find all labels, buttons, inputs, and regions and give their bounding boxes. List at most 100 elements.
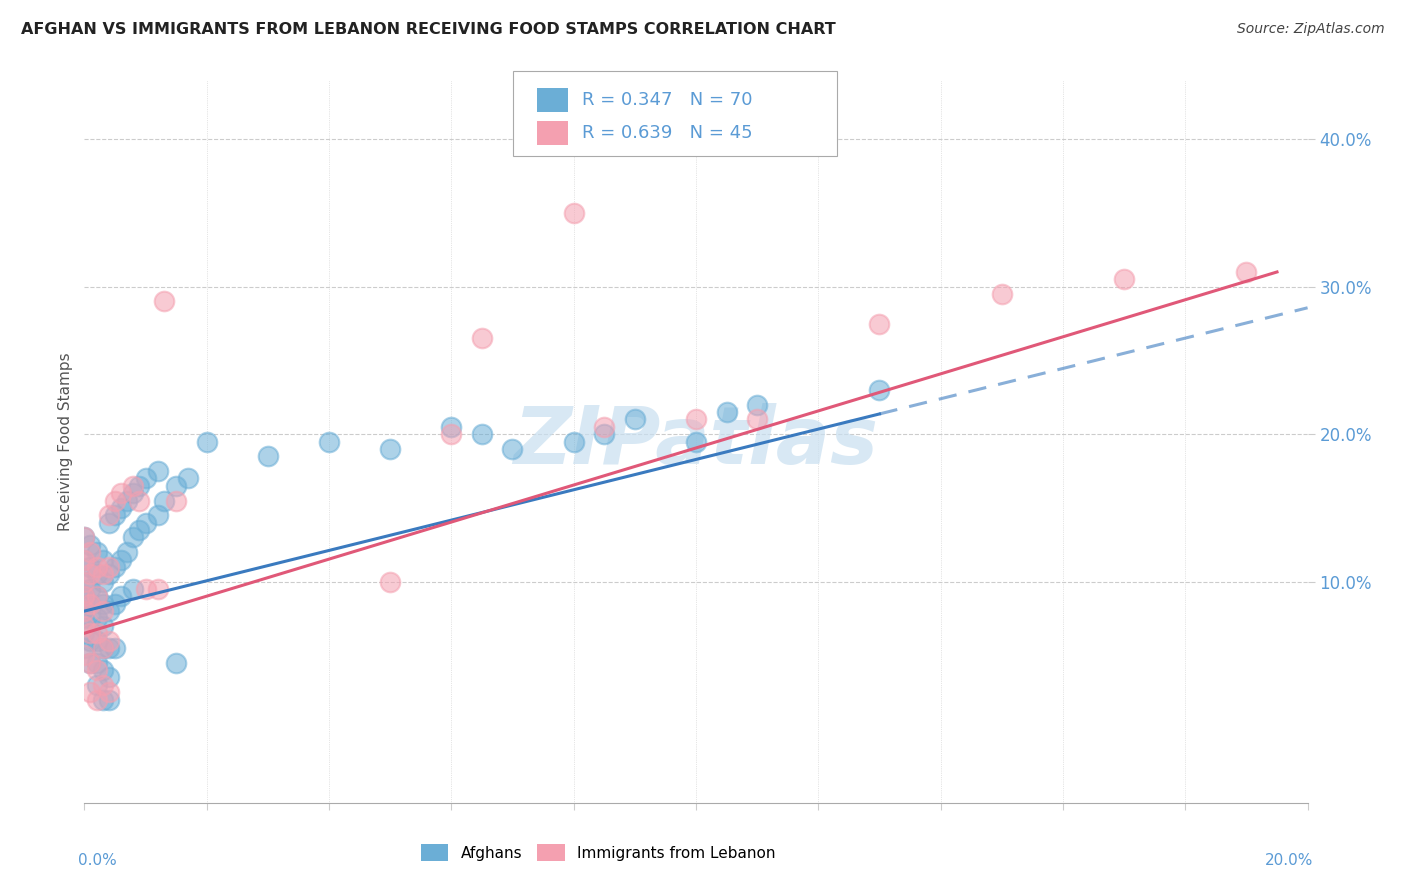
Point: [146, 582, 169, 596]
Point: [685, 412, 707, 426]
Point: [1114, 272, 1136, 286]
Point: [97, 692, 120, 706]
Point: [115, 493, 138, 508]
Point: [562, 434, 585, 449]
Point: [91, 692, 114, 706]
Point: [104, 597, 127, 611]
Point: [79, 538, 101, 552]
Point: [593, 427, 616, 442]
Point: [79, 611, 101, 625]
Point: [257, 450, 280, 464]
Point: [73, 530, 96, 544]
Point: [86, 626, 108, 640]
Point: [97, 516, 120, 530]
Point: [73, 640, 96, 655]
Text: R = 0.347   N = 70: R = 0.347 N = 70: [582, 91, 752, 109]
Point: [73, 626, 96, 640]
Point: [440, 419, 463, 434]
Point: [91, 663, 114, 677]
Point: [135, 516, 157, 530]
Point: [110, 486, 132, 500]
Point: [318, 434, 340, 449]
Point: [86, 663, 108, 677]
Point: [747, 398, 769, 412]
Point: [869, 383, 891, 397]
Point: [624, 412, 647, 426]
Point: [146, 508, 169, 523]
Point: [122, 530, 145, 544]
Point: [79, 656, 101, 670]
Point: [73, 552, 96, 566]
Point: [135, 582, 157, 596]
Point: [91, 678, 114, 692]
Text: ZIPatlas: ZIPatlas: [513, 402, 879, 481]
Point: [122, 479, 145, 493]
Point: [79, 545, 101, 559]
Point: [86, 590, 108, 604]
Point: [471, 331, 494, 345]
Point: [79, 582, 101, 596]
Point: [86, 678, 108, 692]
Point: [502, 442, 524, 456]
Point: [747, 412, 769, 426]
Point: [153, 493, 176, 508]
Point: [165, 493, 187, 508]
Point: [380, 574, 402, 589]
Point: [115, 545, 138, 559]
Point: [440, 427, 463, 442]
Point: [86, 560, 108, 574]
Text: 0.0%: 0.0%: [79, 854, 117, 869]
Point: [73, 604, 96, 618]
Point: [97, 685, 120, 699]
Point: [165, 656, 187, 670]
Point: [86, 545, 108, 559]
Point: [79, 597, 101, 611]
Point: [91, 640, 114, 655]
Point: [991, 287, 1014, 301]
Point: [73, 552, 96, 566]
Text: Source: ZipAtlas.com: Source: ZipAtlas.com: [1237, 22, 1385, 37]
Point: [110, 552, 132, 566]
Point: [471, 427, 494, 442]
Point: [122, 582, 145, 596]
Point: [73, 574, 96, 589]
Point: [593, 419, 616, 434]
Y-axis label: Receiving Food Stamps: Receiving Food Stamps: [58, 352, 73, 531]
Point: [86, 633, 108, 648]
Point: [97, 640, 120, 655]
Point: [86, 567, 108, 582]
Point: [91, 552, 114, 566]
Point: [97, 560, 120, 574]
Point: [73, 530, 96, 544]
Point: [128, 523, 150, 537]
Text: 20.0%: 20.0%: [1265, 854, 1313, 869]
Point: [73, 604, 96, 618]
Point: [86, 692, 108, 706]
Point: [128, 493, 150, 508]
Point: [122, 486, 145, 500]
Point: [716, 405, 738, 419]
Point: [153, 294, 176, 309]
Point: [79, 597, 101, 611]
Point: [869, 317, 891, 331]
Point: [86, 611, 108, 625]
Point: [79, 560, 101, 574]
Point: [128, 479, 150, 493]
Point: [97, 508, 120, 523]
Point: [79, 685, 101, 699]
Legend: Afghans, Immigrants from Lebanon: Afghans, Immigrants from Lebanon: [415, 838, 782, 867]
Point: [104, 640, 127, 655]
Point: [91, 640, 114, 655]
Point: [110, 590, 132, 604]
Point: [91, 574, 114, 589]
Point: [165, 479, 187, 493]
Text: AFGHAN VS IMMIGRANTS FROM LEBANON RECEIVING FOOD STAMPS CORRELATION CHART: AFGHAN VS IMMIGRANTS FROM LEBANON RECEIV…: [21, 22, 835, 37]
Point: [79, 567, 101, 582]
Point: [97, 604, 120, 618]
Point: [73, 611, 96, 625]
Point: [97, 633, 120, 648]
Point: [110, 500, 132, 515]
Point: [79, 656, 101, 670]
Point: [562, 206, 585, 220]
Point: [91, 619, 114, 633]
